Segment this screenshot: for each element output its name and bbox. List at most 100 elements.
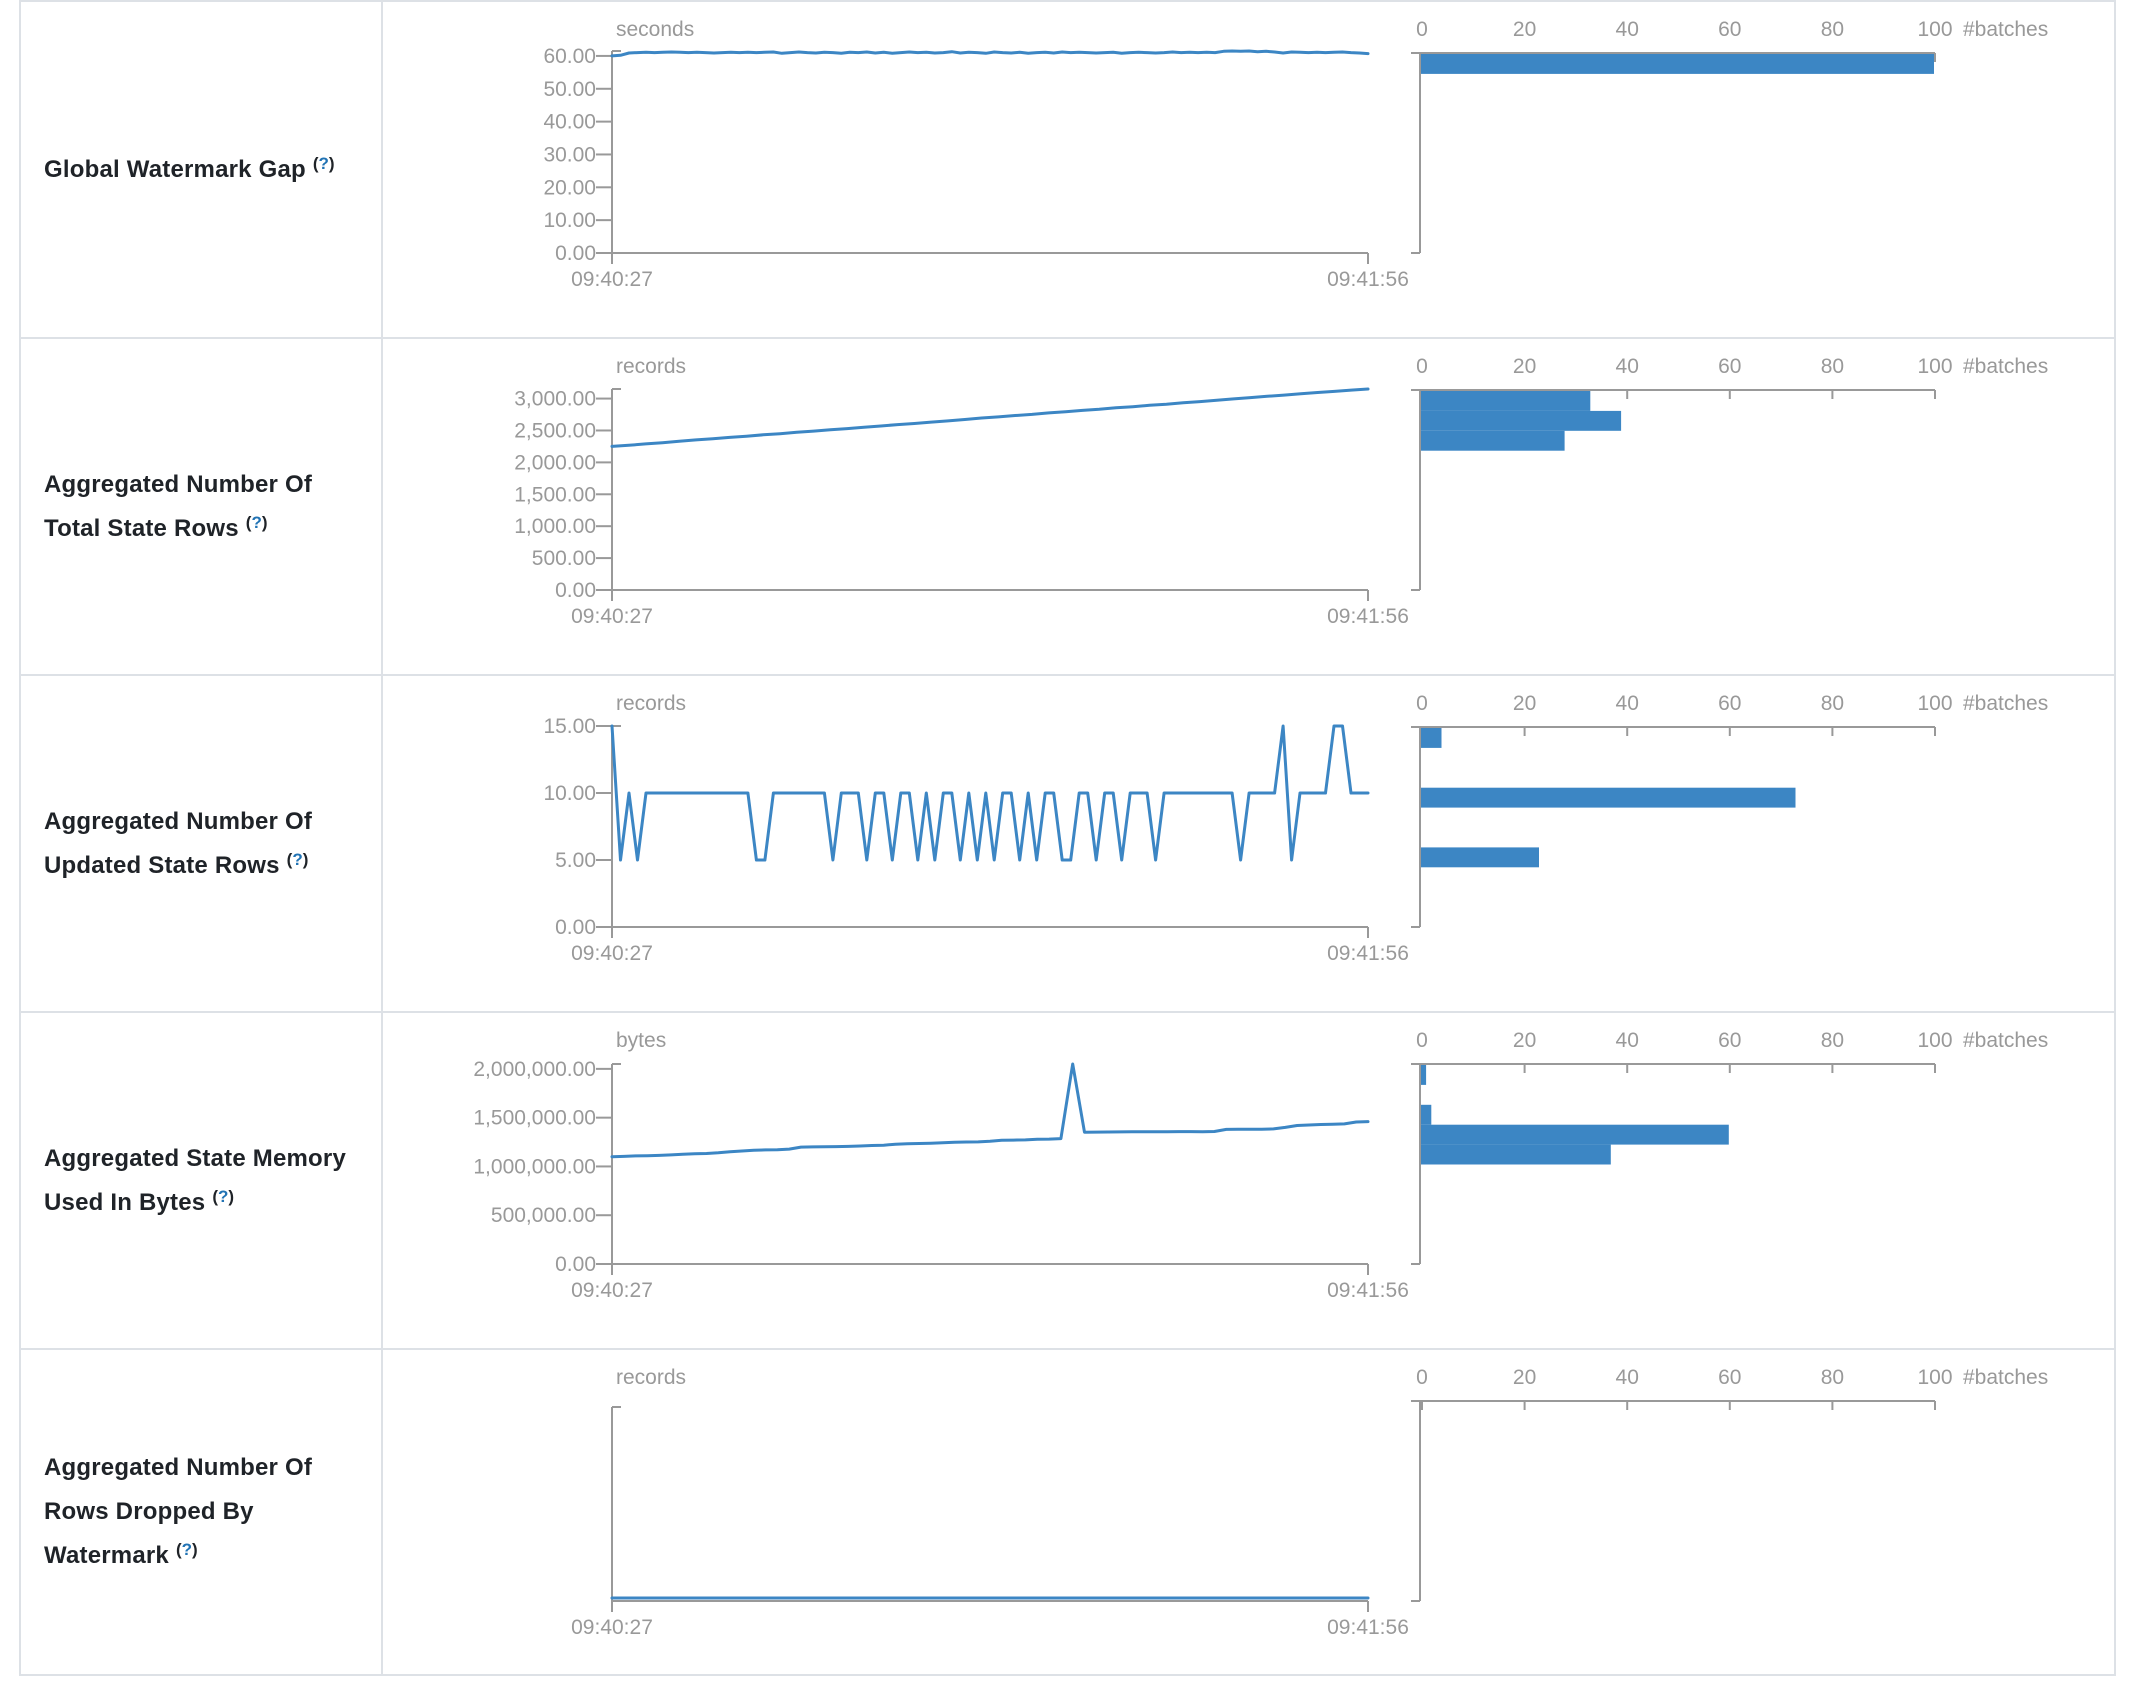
timeline-and-histogram-chart[interactable]: seconds 60.00 50.00 40.00 30.00 20.00 10.00 0.0… bbox=[383, 2, 2116, 335]
histogram-x-tick-label: 0 bbox=[1416, 1366, 1428, 1389]
y-tick-label: 2,000,000.00 bbox=[473, 1058, 596, 1081]
metric-label-cell: Aggregated State Memory Used In Bytes (?) bbox=[21, 1013, 383, 1348]
timeline-series-line[interactable] bbox=[610, 724, 1370, 862]
help-link[interactable]: ? bbox=[251, 512, 262, 532]
histogram-x-tick-label: 100 bbox=[1917, 18, 1952, 41]
histogram-bar[interactable] bbox=[1421, 847, 1539, 868]
x-axis-start-time: 09:40:27 bbox=[571, 1279, 653, 1302]
histogram-unit-label: #batches bbox=[1963, 692, 2048, 715]
y-tick-label: 15.00 bbox=[543, 715, 596, 738]
histogram-bar[interactable] bbox=[1421, 728, 1442, 748]
x-axis-start-time: 09:40:27 bbox=[571, 268, 653, 291]
histogram-x-tick-label: 0 bbox=[1416, 692, 1428, 715]
histogram-unit-label: #batches bbox=[1963, 355, 2048, 378]
histogram-x-tick-label: 60 bbox=[1718, 1029, 1741, 1052]
help-paren-open: ( bbox=[175, 1540, 182, 1559]
x-axis-start-time: 09:40:27 bbox=[571, 942, 653, 965]
histogram-x-tick-label: 20 bbox=[1513, 1366, 1536, 1389]
y-tick-label: 60.00 bbox=[543, 45, 596, 68]
help-link[interactable]: ? bbox=[292, 849, 303, 869]
metric-chart-cell: seconds 60.00 50.00 40.00 30.00 20.00 10.00 0.0… bbox=[383, 2, 2114, 337]
timeline-and-histogram-chart[interactable]: records 15.00 10.00 5.00 0.00 09:40:27 09:41:5… bbox=[383, 676, 2116, 1009]
help-paren-open: ( bbox=[312, 153, 319, 173]
metric-label: Global Watermark Gap bbox=[44, 155, 306, 183]
histogram-bar[interactable] bbox=[1421, 391, 1591, 411]
histogram-x-tick-label: 60 bbox=[1718, 692, 1741, 715]
histogram-unit-label: #batches bbox=[1963, 18, 2048, 41]
help-link[interactable]: ? bbox=[318, 153, 329, 173]
timeline-series-line[interactable] bbox=[610, 49, 1370, 58]
metric-chart-cell: records 15.00 10.00 5.00 0.00 09:40:27 09:41:5… bbox=[383, 676, 2114, 1011]
x-axis-end-time: 09:41:56 bbox=[1327, 268, 1409, 291]
histogram-x-tick-label: 60 bbox=[1718, 1366, 1741, 1389]
metric-label: Aggregated Number Of Rows Dropped By Wat… bbox=[44, 1454, 313, 1569]
histogram-x-tick-label: 80 bbox=[1821, 18, 1844, 41]
histogram-x-tick-label: 20 bbox=[1513, 18, 1536, 41]
metric-label-wrap: Aggregated State Memory Used In Bytes (?) bbox=[44, 1137, 364, 1225]
histogram-x-tick-label: 20 bbox=[1513, 355, 1536, 378]
histogram-x-tick-label: 80 bbox=[1821, 355, 1844, 378]
help-link[interactable]: ? bbox=[181, 1540, 193, 1559]
y-tick-label: 1,500,000.00 bbox=[473, 1107, 596, 1130]
metric-row-updated-state-rows: Aggregated Number Of Updated State Rows(… bbox=[21, 674, 2114, 1011]
metric-label-cell: Aggregated Number Of Total State Rows (?) bbox=[21, 339, 383, 674]
histogram-unit-label: #batches bbox=[1963, 1366, 2048, 1389]
histogram-x-tick-label: 80 bbox=[1821, 1366, 1844, 1389]
histogram-bar[interactable] bbox=[1421, 1065, 1427, 1085]
y-tick-label: 1,000,000.00 bbox=[473, 1155, 596, 1178]
y-tick-label: 5.00 bbox=[555, 849, 596, 872]
timeline-series-line[interactable] bbox=[610, 1062, 1370, 1159]
timeline-series-line[interactable] bbox=[610, 387, 1370, 448]
y-tick-label: 0.00 bbox=[555, 916, 596, 939]
histogram-unit-label: #batches bbox=[1963, 1029, 2048, 1052]
timeline-and-histogram-chart[interactable]: bytes 2,000,000.00 1,500,000.00 1,000,000.0… bbox=[383, 1013, 2116, 1346]
help-badge: (?) bbox=[246, 513, 268, 532]
metric-chart-cell: records 3,000.00 2,500.00 2,000.00 1,500.00 1… bbox=[383, 339, 2114, 674]
histogram-x-tick-label: 60 bbox=[1718, 18, 1741, 41]
metric-label-wrap: Aggregated Number Of Updated State Rows(… bbox=[44, 800, 364, 888]
timeline-and-histogram-chart[interactable]: records 09:40:27 09:41:56 0 20 40 60 80 100 #batc… bbox=[383, 1350, 2116, 1672]
help-paren-open: ( bbox=[245, 512, 252, 532]
histogram-bar[interactable] bbox=[1421, 1124, 1729, 1145]
help-link[interactable]: ? bbox=[218, 1186, 229, 1206]
metric-label-wrap: Aggregated Number Of Total State Rows (?) bbox=[44, 463, 364, 551]
x-axis-end-time: 09:41:56 bbox=[1327, 605, 1409, 628]
histogram-bar[interactable] bbox=[1421, 410, 1622, 431]
histogram-x-tick-label: 0 bbox=[1416, 355, 1428, 378]
metric-label: Aggregated Number Of Total State Rows bbox=[44, 470, 313, 542]
help-paren-close: ) bbox=[261, 512, 268, 532]
y-tick-label: 500.00 bbox=[532, 547, 596, 570]
help-badge: (?) bbox=[313, 154, 335, 173]
histogram-x-tick-label: 100 bbox=[1917, 692, 1952, 715]
metric-label-cell: Aggregated Number Of Rows Dropped By Wat… bbox=[21, 1350, 383, 1674]
histogram-x-tick-label: 100 bbox=[1917, 1029, 1952, 1052]
histogram-bar[interactable] bbox=[1421, 1104, 1432, 1125]
histogram-x-tick-label: 20 bbox=[1513, 1029, 1536, 1052]
metric-row-global-watermark-gap: Global Watermark Gap (?) seconds 60.00 50.0… bbox=[21, 0, 2114, 337]
histogram-x-tick-label: 40 bbox=[1616, 18, 1639, 41]
histogram-bar[interactable] bbox=[1421, 430, 1565, 451]
histogram-x-tick-label: 80 bbox=[1821, 1029, 1844, 1052]
metric-label-cell: Aggregated Number Of Updated State Rows(… bbox=[21, 676, 383, 1011]
histogram-bar[interactable] bbox=[1421, 1144, 1611, 1165]
y-tick-label: 0.00 bbox=[555, 242, 596, 265]
histogram-x-tick-label: 40 bbox=[1616, 692, 1639, 715]
metric-label-wrap: Global Watermark Gap (?) bbox=[44, 148, 335, 192]
metric-chart-cell: bytes 2,000,000.00 1,500,000.00 1,000,000.0… bbox=[383, 1013, 2114, 1348]
histogram-x-tick-label: 100 bbox=[1917, 355, 1952, 378]
help-paren-close: ) bbox=[302, 849, 309, 869]
histogram-x-tick-label: 40 bbox=[1616, 1029, 1639, 1052]
histogram-x-tick-label: 40 bbox=[1616, 1366, 1639, 1389]
timeline-and-histogram-chart[interactable]: records 3,000.00 2,500.00 2,000.00 1,500.00 1… bbox=[383, 339, 2116, 672]
metric-label: Aggregated Number Of Updated State Rows bbox=[44, 807, 313, 879]
histogram-bar[interactable] bbox=[1421, 787, 1796, 808]
metric-row-total-state-rows: Aggregated Number Of Total State Rows (?)… bbox=[21, 337, 2114, 674]
y-tick-label: 20.00 bbox=[543, 176, 596, 199]
histogram-bar[interactable] bbox=[1421, 54, 1934, 74]
y-tick-label: 500,000.00 bbox=[491, 1204, 596, 1227]
metric-label-wrap: Aggregated Number Of Rows Dropped By Wat… bbox=[44, 1446, 364, 1578]
timeline-unit-label: seconds bbox=[616, 18, 694, 41]
y-tick-label: 40.00 bbox=[543, 111, 596, 134]
x-axis-end-time: 09:41:56 bbox=[1327, 1616, 1409, 1639]
x-axis-start-time: 09:40:27 bbox=[571, 1616, 653, 1639]
